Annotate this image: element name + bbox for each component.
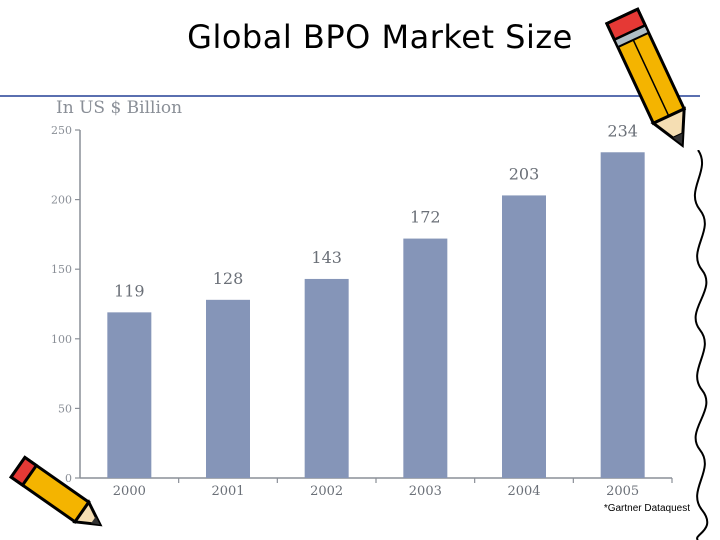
y-axis-unit-label: In US $ Billion xyxy=(56,98,183,118)
y-tick-label: 0 xyxy=(65,472,72,485)
squiggle-line-icon xyxy=(693,150,709,540)
data-label: 143 xyxy=(311,248,342,267)
data-label: 234 xyxy=(607,121,638,140)
x-tick-label: 2004 xyxy=(507,484,540,499)
bar xyxy=(403,238,448,478)
data-label: 119 xyxy=(114,281,145,300)
y-tick-label: 150 xyxy=(51,263,72,276)
pencil-icon xyxy=(604,7,687,148)
bar xyxy=(304,278,349,478)
x-tick-label: 2003 xyxy=(409,484,442,499)
data-label: 128 xyxy=(213,269,244,288)
data-label: 203 xyxy=(509,164,540,183)
x-tick-label: 2005 xyxy=(606,484,639,499)
pencil-icon xyxy=(9,455,103,527)
slide-title: Global BPO Market Size xyxy=(187,18,573,56)
y-tick-label: 250 xyxy=(51,124,72,137)
y-tick-label: 200 xyxy=(51,194,72,207)
bar xyxy=(206,299,250,478)
bar xyxy=(107,312,152,478)
x-tick-label: 2001 xyxy=(211,484,244,499)
data-label: 172 xyxy=(410,208,441,227)
bar xyxy=(502,195,546,478)
bar xyxy=(600,152,645,478)
x-tick-label: 2000 xyxy=(113,484,146,499)
source-note: *Gartner Dataquest xyxy=(603,503,690,514)
title-divider xyxy=(0,95,700,97)
x-tick-label: 2002 xyxy=(310,484,343,499)
y-tick-label: 50 xyxy=(58,402,72,415)
y-tick-label: 100 xyxy=(51,333,72,346)
